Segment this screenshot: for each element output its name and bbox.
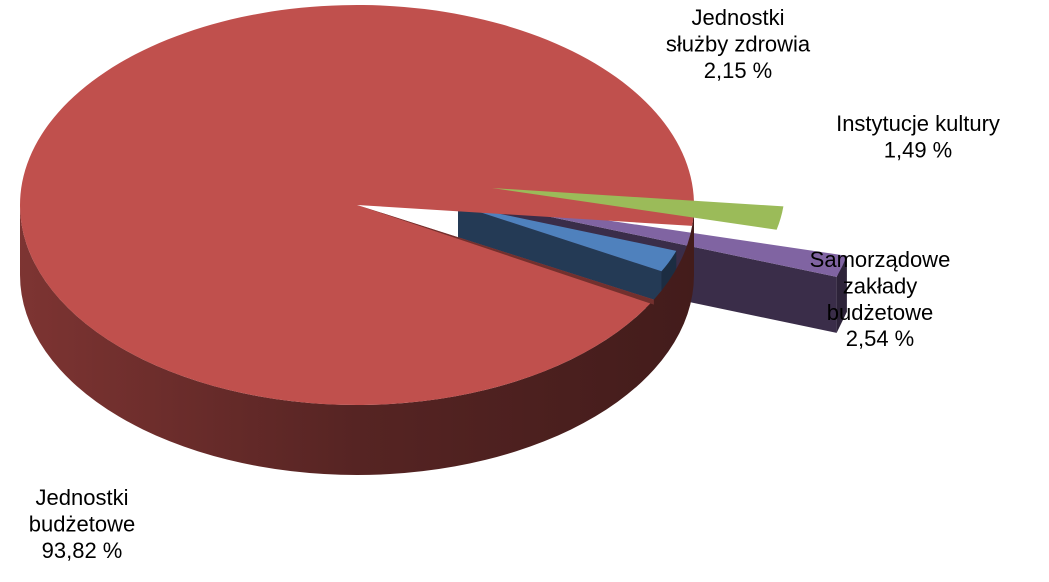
slice-label-3: Jednostki służby zdrowia 2,15 %	[666, 5, 811, 83]
slice-top	[19, 4, 694, 405]
slice-top	[458, 205, 677, 272]
slice-label-2: Instytucje kultury 1,49 %	[836, 111, 1000, 162]
slice-top	[492, 188, 784, 230]
slice-cut-edge	[357, 205, 654, 305]
slice-0	[19, 4, 694, 475]
slice-label-1: Samorządowe zakłady budżetowe 2,54 %	[810, 247, 951, 351]
slice-side-wall	[20, 205, 694, 475]
slice-label-0: Jednostki budżetowe 93,82 %	[29, 485, 135, 563]
slice-top	[470, 200, 847, 277]
slice-3	[492, 188, 784, 230]
slice-outer-face	[836, 255, 847, 333]
